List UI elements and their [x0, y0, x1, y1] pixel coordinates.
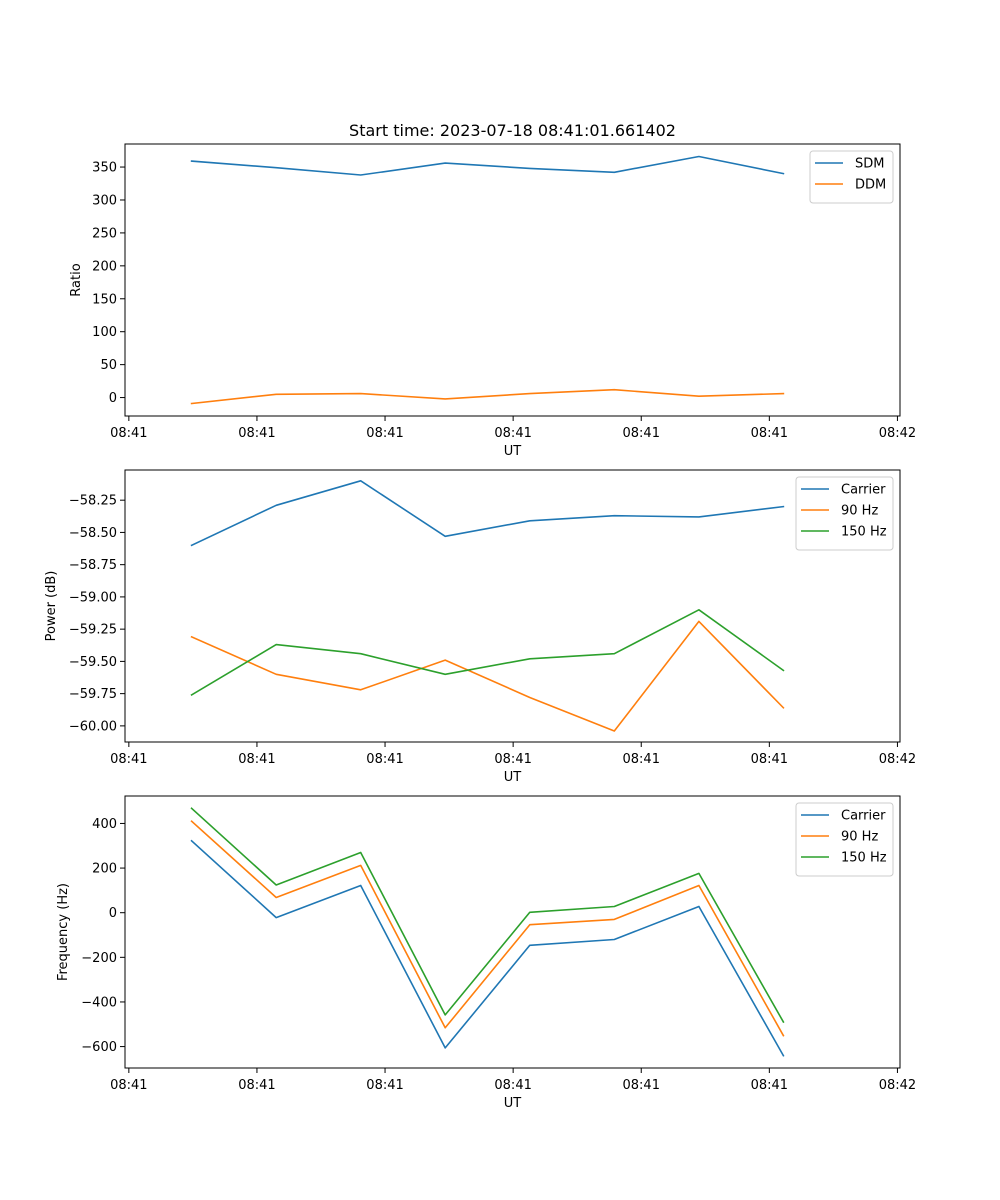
- series-line-sdm: [190, 155, 785, 176]
- legend-label: 90 Hz: [841, 830, 878, 845]
- x-tick-label: 08:41: [623, 1078, 660, 1093]
- x-tick-label: 08:41: [623, 426, 660, 441]
- y-axis-label: Ratio: [69, 263, 84, 296]
- y-tick-label: −58.75: [69, 558, 117, 573]
- y-tick-label: −59.75: [69, 687, 117, 702]
- x-tick-label: 08:41: [494, 426, 531, 441]
- y-tick-label: −60.00: [69, 719, 117, 734]
- y-tick-label: 200: [92, 259, 117, 274]
- y-tick-label: −200: [81, 951, 117, 966]
- legend: Carrier 90 Hz 150 Hz: [795, 476, 894, 551]
- y-tick-label: 400: [92, 817, 117, 832]
- series-line-90-hz: [190, 820, 785, 1037]
- y-tick-label: 150: [92, 292, 117, 307]
- legend-box: [809, 150, 894, 204]
- axes-frame: [124, 469, 901, 743]
- x-tick-label: 08:41: [110, 1078, 147, 1093]
- subplot-3: 08:41 08:41 08:41 08:41 08:41 08:41 08:42 UT 400…: [56, 795, 916, 1111]
- y-tick-label: 0: [109, 906, 117, 921]
- x-tick-label: 08:42: [879, 752, 916, 767]
- legend-label: 90 Hz: [841, 504, 878, 519]
- series-line-150-hz: [190, 807, 785, 1024]
- legend-label: Carrier: [841, 809, 886, 824]
- x-axis-label: UT: [504, 1096, 522, 1111]
- x-tick-label: 08:41: [751, 1078, 788, 1093]
- x-tick-label: 08:41: [751, 426, 788, 441]
- y-tick-label: 100: [92, 325, 117, 340]
- y-tick-label: −600: [81, 1040, 117, 1055]
- y-tick-label: −400: [81, 995, 117, 1010]
- x-tick-label: 08:41: [623, 752, 660, 767]
- axes-frame: [124, 795, 901, 1069]
- legend-label: DDM: [855, 178, 886, 193]
- subplot-1: 08:41 08:41 08:41 08:41 08:41 08:41 08:42 UT 0 50…: [69, 143, 916, 459]
- x-tick-label: 08:41: [366, 752, 403, 767]
- x-tick-label: 08:41: [366, 426, 403, 441]
- y-tick-label: −59.50: [69, 655, 117, 670]
- y-tick-label: 250: [92, 226, 117, 241]
- series-line-carrier: [190, 479, 785, 547]
- x-tick-label: 08:42: [879, 426, 916, 441]
- series-line-90-hz: [190, 620, 785, 732]
- legend-label: 150 Hz: [841, 525, 887, 540]
- x-tick-label: 08:41: [238, 1078, 275, 1093]
- x-tick-label: 08:41: [751, 752, 788, 767]
- chart-title: Start time: 2023-07-18 08:41:01.661402: [349, 121, 676, 140]
- x-axis-label: UT: [504, 770, 522, 785]
- x-tick-label: 08:41: [238, 426, 275, 441]
- y-tick-label: −59.00: [69, 590, 117, 605]
- legend-label: 150 Hz: [841, 851, 887, 866]
- x-axis-label: UT: [504, 444, 522, 459]
- x-tick-label: 08:41: [110, 426, 147, 441]
- y-tick-label: −58.25: [69, 494, 117, 509]
- x-tick-label: 08:41: [494, 1078, 531, 1093]
- legend: Carrier 90 Hz 150 Hz: [795, 802, 894, 877]
- y-tick-label: 0: [109, 391, 117, 406]
- legend: SDM DDM: [809, 150, 894, 204]
- axes-frame: [124, 143, 901, 417]
- series-line-ddm: [190, 388, 785, 405]
- y-tick-label: 200: [92, 862, 117, 877]
- y-tick-label: 350: [92, 161, 117, 176]
- series-line-carrier: [190, 839, 785, 1057]
- y-axis-label: Power (dB): [44, 571, 59, 642]
- legend-label: SDM: [855, 157, 884, 172]
- x-tick-label: 08:42: [879, 1078, 916, 1093]
- x-tick-label: 08:41: [366, 1078, 403, 1093]
- y-axis-label: Frequency (Hz): [56, 883, 71, 981]
- subplot-2: 08:41 08:41 08:41 08:41 08:41 08:41 08:42 UT −58…: [44, 469, 916, 785]
- x-tick-label: 08:41: [110, 752, 147, 767]
- x-tick-label: 08:41: [494, 752, 531, 767]
- y-tick-label: 300: [92, 193, 117, 208]
- series-line-150-hz: [190, 608, 785, 696]
- legend-label: Carrier: [841, 483, 886, 498]
- plots: 08:41 08:41 08:41 08:41 08:41 08:41 08:42 UT 0 50…: [44, 143, 916, 1111]
- y-tick-label: 50: [100, 358, 117, 373]
- x-tick-label: 08:41: [238, 752, 275, 767]
- y-tick-label: −58.50: [69, 526, 117, 541]
- y-tick-label: −59.25: [69, 623, 117, 638]
